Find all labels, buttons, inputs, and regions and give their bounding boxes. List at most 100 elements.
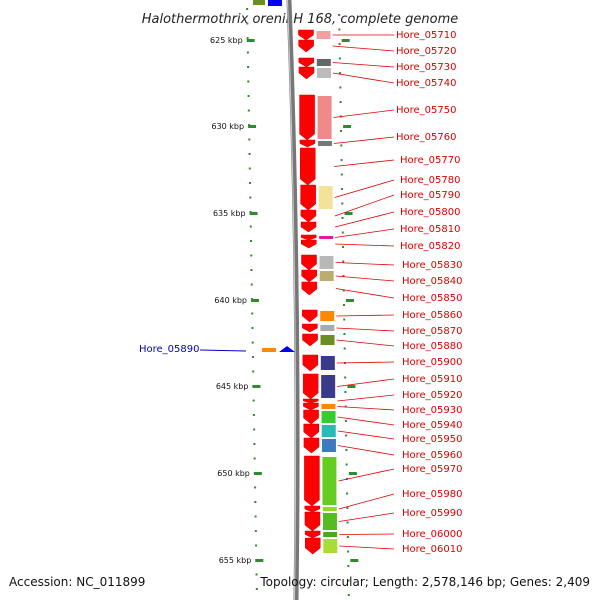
reverse-gene-label[interactable]: Hore_05890 [139, 344, 200, 355]
gene-arrow[interactable] [305, 537, 321, 555]
gene-arrow[interactable] [300, 221, 317, 233]
gene-label[interactable]: Hore_05770 [400, 155, 461, 166]
gene-label[interactable]: Hore_05980 [402, 489, 463, 500]
gene-arrow[interactable] [304, 511, 321, 532]
gene-Hore_06000[interactable]: Hore_06000 [304, 529, 463, 540]
gene-arrow[interactable] [299, 139, 316, 148]
gene-arrow[interactable] [303, 402, 319, 411]
gene-arrow[interactable] [298, 57, 315, 68]
gene-Hore_05870[interactable]: Hore_05870 [302, 323, 463, 337]
gene-Hore_05770[interactable]: Hore_05770 [299, 147, 461, 186]
gene-Hore_05980[interactable]: Hore_05980 [304, 489, 463, 513]
gene-arrow[interactable] [302, 354, 319, 372]
gene-label[interactable]: Hore_05850 [402, 293, 463, 304]
gene-arrow[interactable] [304, 505, 321, 513]
gene-Hore_05900[interactable]: Hore_05900 [302, 354, 463, 372]
gene-arrow[interactable] [302, 333, 318, 347]
gene-label[interactable]: Hore_05900 [402, 357, 463, 368]
gene-Hore_05720[interactable]: Hore_05720 [298, 39, 457, 57]
gene-label[interactable]: Hore_05960 [402, 450, 463, 461]
gene-label[interactable]: Hore_05990 [402, 508, 463, 519]
gene-Hore_05990[interactable]: Hore_05990 [304, 508, 463, 532]
gene-label[interactable]: Hore_05800 [400, 207, 461, 218]
gene-arrow[interactable] [299, 147, 316, 186]
gene-Hore_05860[interactable]: Hore_05860 [301, 309, 463, 323]
gene-Hore_05950[interactable]: Hore_05950 [303, 423, 463, 445]
gene-arrow[interactable] [298, 39, 314, 53]
gene-arrow[interactable] [304, 530, 321, 539]
gene-Hore_05840[interactable]: Hore_05840 [301, 269, 463, 287]
gene-Hore_05830[interactable]: Hore_05830 [301, 254, 463, 271]
gene-Hore_05790[interactable]: Hore_05790 [300, 190, 461, 223]
gene-label[interactable]: Hore_05750 [396, 105, 457, 116]
gene-arrow[interactable] [301, 309, 318, 323]
gene-label[interactable]: Hore_05920 [402, 390, 463, 401]
gene-arrow[interactable] [301, 281, 318, 296]
gene-label[interactable]: Hore_05710 [396, 30, 457, 41]
gene-arrow[interactable] [303, 398, 319, 404]
gene-arrow[interactable] [303, 437, 320, 454]
gene-label[interactable]: Hore_05820 [400, 241, 461, 252]
gene-label[interactable]: Hore_05860 [402, 310, 463, 321]
gene-arrow[interactable] [301, 269, 317, 283]
gene-label[interactable]: Hore_05780 [400, 175, 461, 186]
gene-arrow[interactable] [298, 29, 314, 41]
gene-arrow[interactable] [303, 409, 319, 425]
gene-label[interactable]: Hore_05830 [402, 260, 463, 271]
reverse-gene-group[interactable]: Hore_05890 [139, 344, 295, 355]
gene-Hore_05920[interactable]: Hore_05920 [303, 390, 463, 404]
gene-label[interactable]: Hore_06010 [402, 544, 463, 555]
reverse-gene-arrow[interactable] [279, 346, 295, 352]
gene-label[interactable]: Hore_05760 [396, 132, 457, 143]
gene-Hore_05800[interactable]: Hore_05800 [300, 207, 461, 233]
gene-arrow[interactable] [300, 209, 317, 223]
gene-arrow[interactable] [298, 66, 315, 80]
guide-dot [347, 565, 350, 567]
gene-Hore_05760[interactable]: Hore_05760 [299, 132, 457, 148]
gene-Hore_05970[interactable]: Hore_05970 [304, 455, 463, 507]
gene-arrow[interactable] [302, 323, 318, 333]
gene-label[interactable]: Hore_05840 [402, 276, 463, 287]
gene-arrow[interactable] [303, 423, 319, 439]
scale-dot [254, 486, 257, 489]
gene-label[interactable]: Hore_05940 [402, 420, 463, 431]
reverse-gene-leader [199, 349, 247, 352]
gene-Hore_05850[interactable]: Hore_05850 [301, 281, 463, 304]
gene-feature-bar [321, 411, 336, 423]
kbp-tick-label: 650 kbp [217, 469, 250, 478]
gene-label[interactable]: Hore_05790 [400, 190, 461, 201]
gene-Hore_05940[interactable]: Hore_05940 [303, 409, 463, 431]
gene-Hore_05780[interactable]: Hore_05780 [300, 175, 461, 211]
gene-Hore_06010[interactable]: Hore_06010 [305, 537, 463, 555]
gene-Hore_05740[interactable]: Hore_05740 [298, 66, 457, 89]
gene-label[interactable]: Hore_05930 [402, 405, 463, 416]
gene-label[interactable]: Hore_05810 [400, 224, 461, 235]
gene-label[interactable]: Hore_06000 [402, 529, 463, 540]
gene-Hore_05930[interactable]: Hore_05930 [303, 402, 463, 416]
gene-Hore_05750[interactable]: Hore_05750 [299, 94, 457, 141]
gene-arrow[interactable] [304, 455, 320, 507]
gene-label[interactable]: Hore_05880 [402, 341, 463, 352]
gene-label[interactable]: Hore_05870 [402, 326, 463, 337]
gene-feature-bar [316, 68, 331, 78]
gene-arrow[interactable] [299, 94, 315, 141]
gene-Hore_05960[interactable]: Hore_05960 [303, 437, 463, 461]
gene-arrow[interactable] [300, 184, 316, 211]
gene-label[interactable]: Hore_05720 [396, 46, 457, 57]
gene-Hore_05820[interactable]: Hore_05820 [301, 239, 461, 252]
gene-label[interactable]: Hore_05730 [396, 62, 457, 73]
gene-Hore_05910[interactable]: Hore_05910 [302, 373, 463, 400]
gene-Hore_05880[interactable]: Hore_05880 [302, 333, 463, 352]
gene-arrow[interactable] [301, 239, 317, 249]
gene-arrow[interactable] [302, 373, 319, 400]
gene-label[interactable]: Hore_05970 [402, 464, 463, 475]
gene-arrow[interactable] [301, 254, 317, 271]
gene-label[interactable]: Hore_05740 [396, 78, 457, 89]
gene-feature-bar [321, 375, 336, 398]
gene-Hore_05730[interactable]: Hore_05730 [298, 57, 457, 73]
gene-label[interactable]: Hore_05910 [402, 374, 463, 385]
gene-label[interactable]: Hore_05950 [402, 434, 463, 445]
gene-arrow[interactable] [300, 234, 317, 241]
gene-Hore_05710[interactable]: Hore_05710 [298, 29, 457, 41]
gene-Hore_05810[interactable]: Hore_05810 [300, 224, 461, 241]
